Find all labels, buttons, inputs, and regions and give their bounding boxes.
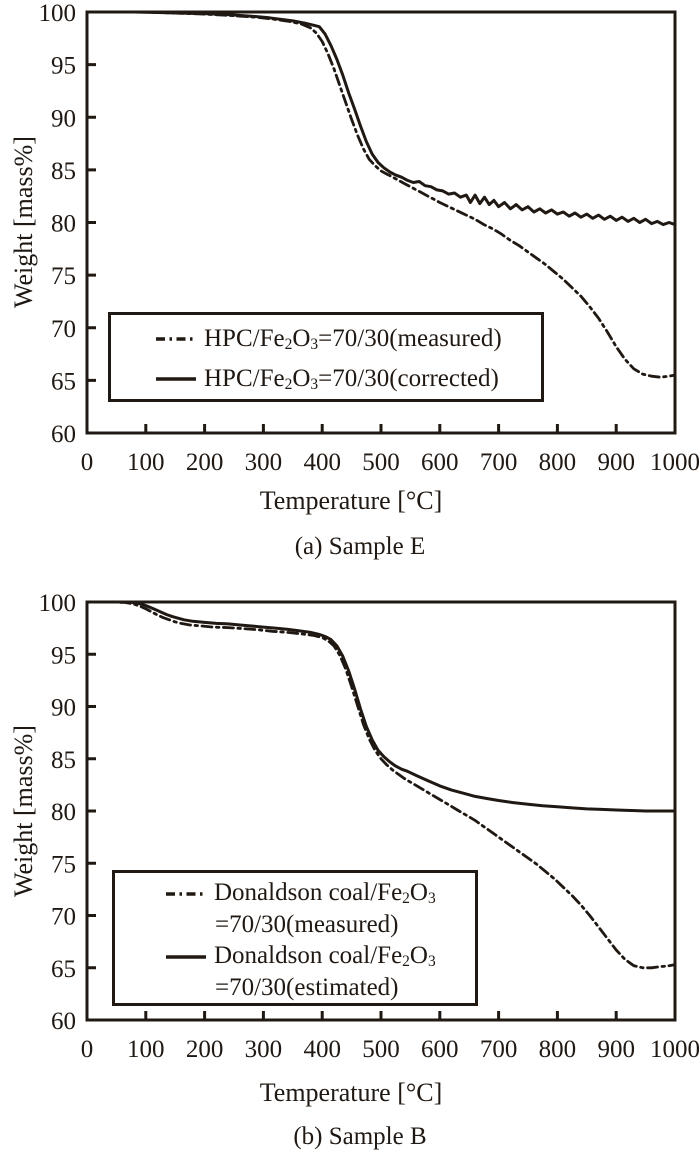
y-tick-label: 70 [51, 316, 76, 343]
x-tick-label: 100 [127, 449, 165, 476]
legend-label-line1: Donaldson coal/Fe2O3 [214, 879, 436, 907]
y-tick-label: 90 [51, 105, 76, 132]
y-tick-label: 95 [51, 642, 76, 669]
legend-entry: Donaldson coal/Fe2O3 =70/30(measured) [165, 878, 475, 940]
x-tick-label: 900 [597, 449, 635, 476]
y-axis-label-top: Weight [mass%] [9, 136, 38, 308]
y-tick-label: 65 [51, 956, 76, 983]
y-tick-label: 80 [51, 211, 76, 238]
y-tick-label: 95 [51, 53, 76, 80]
x-tick-label: 600 [421, 449, 459, 476]
x-tick-label: 400 [303, 1036, 341, 1063]
curve-1-dashdot [97, 600, 677, 970]
x-tick-label: 800 [539, 1036, 577, 1063]
y-tick-label: 60 [51, 421, 76, 448]
caption-sample-b: (b) Sample B [293, 1123, 427, 1150]
y-tick-label: 60 [51, 1008, 76, 1035]
x-axis-label-bottom: Temperature [°C] [259, 1078, 443, 1107]
dashdot-line-sample [156, 337, 196, 341]
y-tick-label: 100 [39, 0, 77, 27]
legend-bottom: Donaldson coal/Fe2O3 =70/30(measured) Dona… [112, 870, 478, 1006]
y-tick-label: 75 [51, 851, 76, 878]
y-tick-label: 75 [51, 263, 76, 290]
legend-entry: HPC/Fe2O3=70/30(measured) [155, 319, 541, 359]
x-tick-label: 0 [81, 449, 94, 476]
x-tick-label: 500 [362, 449, 400, 476]
y-tick-label: 100 [39, 590, 77, 617]
dashdot-line-sample [166, 891, 206, 896]
x-tick-label: 500 [362, 1036, 400, 1063]
x-tick-label: 300 [245, 1036, 283, 1063]
x-tick-label: 300 [245, 449, 283, 476]
x-tick-label: 700 [480, 1036, 518, 1063]
legend-label-line2: =70/30(estimated) [215, 974, 399, 1001]
legend-label-line2: =70/30(measured) [215, 911, 399, 938]
legend-entry: Donaldson coal/Fe2O3 =70/30(estimated) [165, 941, 475, 1003]
solid-line-sample [166, 954, 206, 959]
caption-sample-e: (a) Sample E [294, 533, 426, 560]
x-tick-label: 400 [303, 449, 341, 476]
y-tick-label: 80 [51, 799, 76, 826]
x-tick-label: 600 [421, 1036, 459, 1063]
legend-label-line1: Donaldson coal/Fe2O3 [214, 942, 436, 970]
curve-1-solid [97, 600, 677, 813]
y-tick-label: 70 [51, 904, 76, 931]
y-tick-label: 65 [51, 368, 76, 395]
legend-label: HPC/Fe2O3=70/30(measured) [204, 324, 502, 353]
y-axis-label-bottom: Weight [mass%] [9, 725, 38, 897]
x-tick-label: 900 [597, 1036, 635, 1063]
y-tick-label: 85 [51, 158, 76, 185]
x-tick-label: 1000 [650, 449, 700, 476]
x-tick-label: 800 [539, 449, 577, 476]
x-tick-label: 200 [186, 1036, 224, 1063]
solid-line-sample [156, 377, 196, 381]
curve-0-solid [85, 10, 677, 227]
legend-entry: HPC/Fe2O3=70/30(corrected) [155, 359, 541, 399]
y-tick-label: 85 [51, 747, 76, 774]
x-tick-label: 100 [127, 1036, 165, 1063]
x-tick-label: 1000 [650, 1036, 700, 1063]
x-tick-label: 200 [186, 449, 224, 476]
x-tick-label: 700 [480, 449, 518, 476]
x-axis-label-top: Temperature [°C] [259, 486, 443, 515]
y-tick-label: 90 [51, 695, 76, 722]
legend-top: HPC/Fe2O3=70/30(measured) HPC/Fe2O3=70/30… [108, 312, 544, 402]
legend-label: HPC/Fe2O3=70/30(corrected) [204, 364, 499, 393]
curve-0-dashdot [85, 10, 677, 379]
x-tick-label: 0 [81, 1036, 94, 1063]
